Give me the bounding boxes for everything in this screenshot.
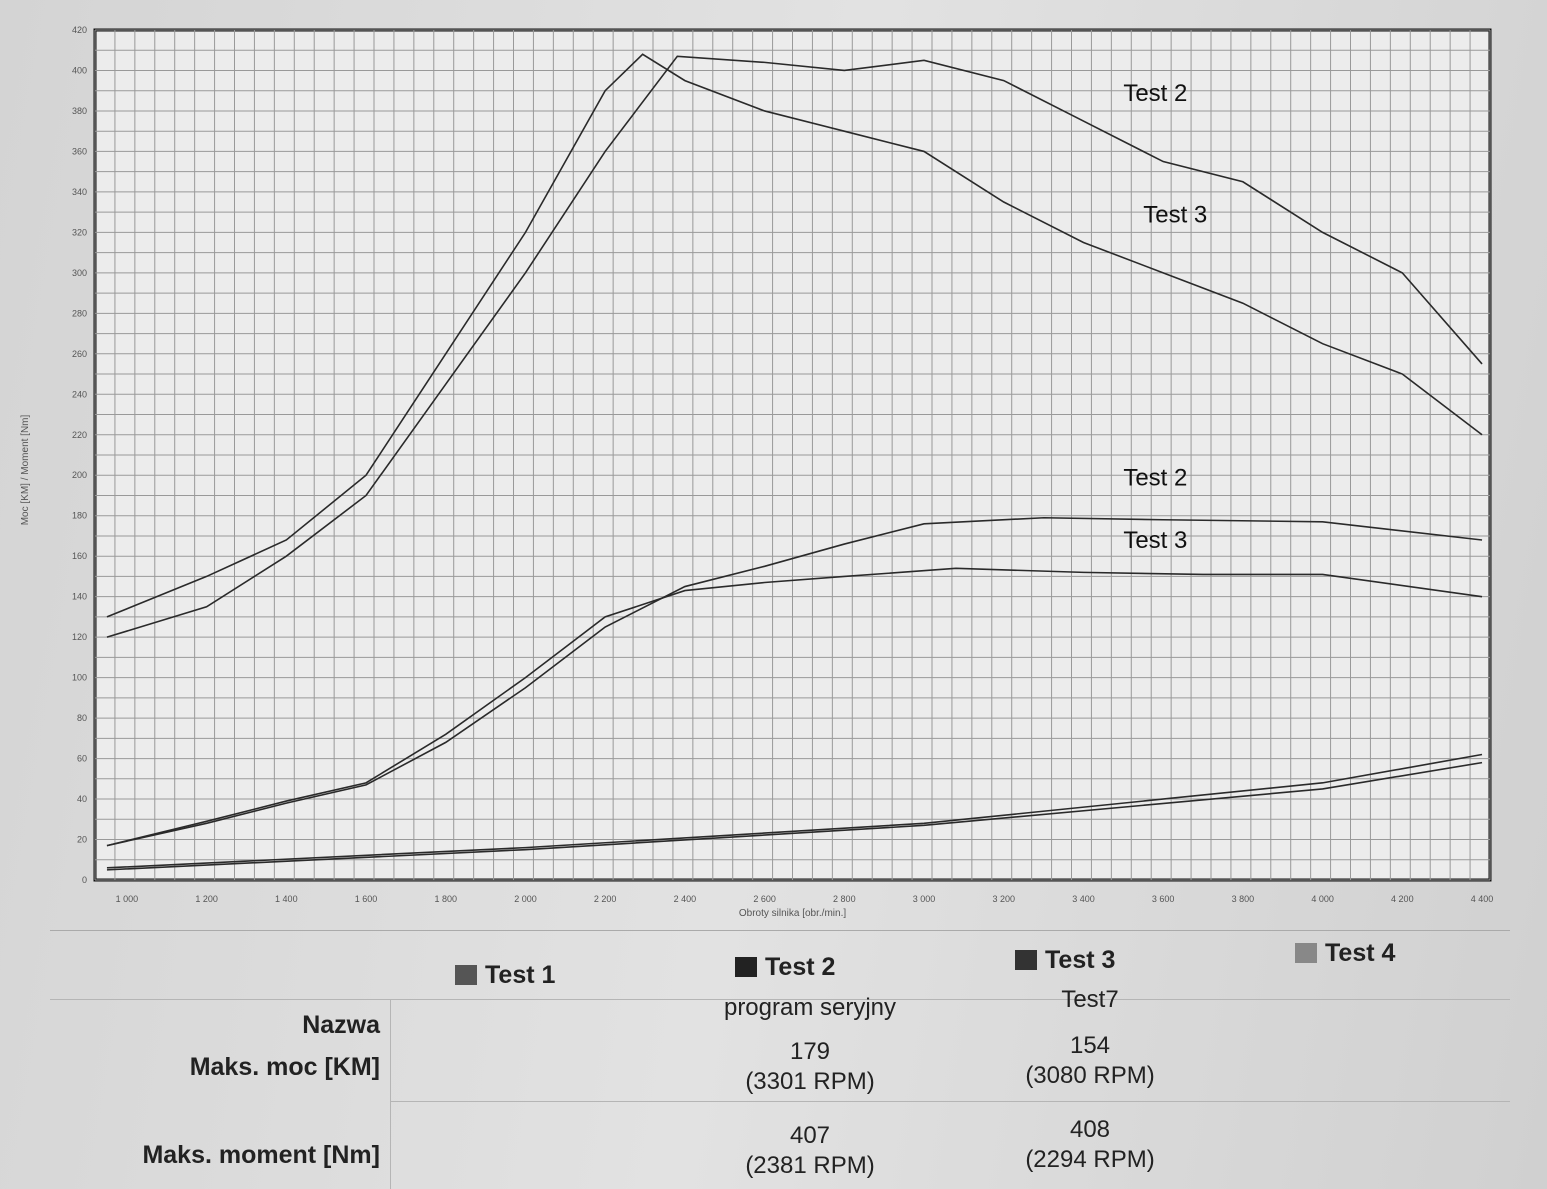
divider xyxy=(390,1101,1510,1102)
series-test-2-torque xyxy=(106,55,1483,638)
series-test-2-power xyxy=(106,516,1483,847)
curve-annotation: Test 3 xyxy=(1143,201,1207,228)
x-tick-label: 1 000 xyxy=(116,894,139,904)
x-tick-label: 1 400 xyxy=(275,894,298,904)
x-tick-label: 2 200 xyxy=(594,894,617,904)
series-test-3-losses xyxy=(106,761,1483,871)
x-tick-label: 4 000 xyxy=(1311,894,1334,904)
x-tick-label: 2 600 xyxy=(753,894,776,904)
y-tick-label: 280 xyxy=(72,308,87,318)
y-tick-label: 260 xyxy=(72,349,87,359)
curve-annotation: Test 2 xyxy=(1123,80,1187,107)
y-tick-label: 400 xyxy=(72,65,87,75)
col-label: Test 1 xyxy=(485,961,556,989)
value: 408 xyxy=(1069,1116,1111,1143)
y-tick-label: 20 xyxy=(77,835,87,845)
col-test-4: Test 4 xyxy=(1295,939,1395,968)
test2-power: 179 (3301 RPM) xyxy=(680,1037,940,1097)
x-tick-label: 1 800 xyxy=(434,894,457,904)
y-tick-label: 120 xyxy=(72,632,87,642)
legend-swatch xyxy=(1295,943,1317,963)
legend-swatch xyxy=(1015,950,1037,970)
series-test-3-power xyxy=(106,567,1483,847)
y-tick-label: 220 xyxy=(72,430,87,440)
y-tick-label: 40 xyxy=(77,794,87,804)
col-label: Test 3 xyxy=(1045,946,1116,974)
y-tick-label: 80 xyxy=(77,713,87,723)
y-tick-label: 200 xyxy=(72,470,87,480)
y-tick-label: 320 xyxy=(72,227,87,237)
y-tick-label: 180 xyxy=(72,511,87,521)
row-label-power: Maks. moc [KM] xyxy=(189,1053,380,1081)
rpm: (2381 RPM) xyxy=(745,1152,875,1179)
value: 179 xyxy=(789,1038,831,1065)
value: 154 xyxy=(1069,1032,1111,1059)
series-test-2-losses xyxy=(106,753,1483,869)
y-tick-label: 60 xyxy=(77,754,87,764)
series-test-3-torque xyxy=(106,53,1483,618)
rpm: (3301 RPM) xyxy=(745,1068,875,1095)
x-tick-label: 4 400 xyxy=(1471,894,1494,904)
x-tick-label: 3 400 xyxy=(1072,894,1095,904)
test2-name: program seryjny xyxy=(723,994,897,1021)
y-tick-label: 380 xyxy=(72,106,87,116)
x-tick-label: 2 400 xyxy=(674,894,697,904)
row-label-torque: Maks. moment [Nm] xyxy=(142,1141,380,1169)
x-tick-label: 3 200 xyxy=(992,894,1015,904)
x-tick-label: 2 000 xyxy=(514,894,537,904)
col-test-1: Test 1 xyxy=(455,961,555,990)
test3-name: Test7 xyxy=(1061,986,1119,1013)
test3-torque: 408 (2294 RPM) xyxy=(960,1115,1220,1175)
y-axis-label: Moc [KM] / Moment [Nm] xyxy=(20,414,31,525)
y-tick-label: 300 xyxy=(72,268,87,278)
legend-swatch xyxy=(455,965,477,985)
divider xyxy=(50,999,1510,1000)
value: 407 xyxy=(789,1122,831,1149)
results-table: Test 1 Test 2 Test 3 Test 4 Nazwa Maks. … xyxy=(50,930,1510,1189)
x-tick-label: 3 600 xyxy=(1152,894,1175,904)
y-tick-label: 360 xyxy=(72,146,87,156)
y-tick-label: 140 xyxy=(72,592,87,602)
test3-power: 154 (3080 RPM) xyxy=(960,1031,1220,1091)
curve-annotation: Test 2 xyxy=(1123,464,1187,491)
curve-annotation: Test 3 xyxy=(1123,527,1187,554)
x-tick-label: 1 200 xyxy=(195,894,218,904)
y-tick-label: 420 xyxy=(72,25,87,35)
dyno-chart: 0 20 40 60 80 100 120 140 160 180 200 220 240 260 280 3… xyxy=(20,25,1494,919)
legend-swatch xyxy=(735,957,757,977)
y-tick-label: 340 xyxy=(72,187,87,197)
y-tick-label: 240 xyxy=(72,389,87,399)
x-tick-label: 4 200 xyxy=(1391,894,1414,904)
y-tick-label: 100 xyxy=(72,673,87,683)
rpm: (2294 RPM) xyxy=(1025,1146,1155,1173)
x-tick-label: 3 800 xyxy=(1232,894,1255,904)
x-tick-label: 3 000 xyxy=(913,894,936,904)
y-tick-label: 160 xyxy=(72,551,87,561)
col-label: Test 2 xyxy=(765,953,836,981)
row-label-name: Nazwa xyxy=(302,1011,380,1039)
x-tick-label: 2 800 xyxy=(833,894,856,904)
x-axis-label: Obroty silnika [obr./min.] xyxy=(739,908,846,919)
col-test-2: Test 2 xyxy=(735,953,835,982)
rpm: (3080 RPM) xyxy=(1025,1062,1155,1089)
test2-torque: 407 (2381 RPM) xyxy=(680,1121,940,1181)
x-tick-label: 1 600 xyxy=(355,894,378,904)
col-test-3: Test 3 xyxy=(1015,946,1115,975)
col-label: Test 4 xyxy=(1325,939,1396,967)
y-tick-label: 0 xyxy=(82,875,87,885)
divider xyxy=(390,999,391,1189)
